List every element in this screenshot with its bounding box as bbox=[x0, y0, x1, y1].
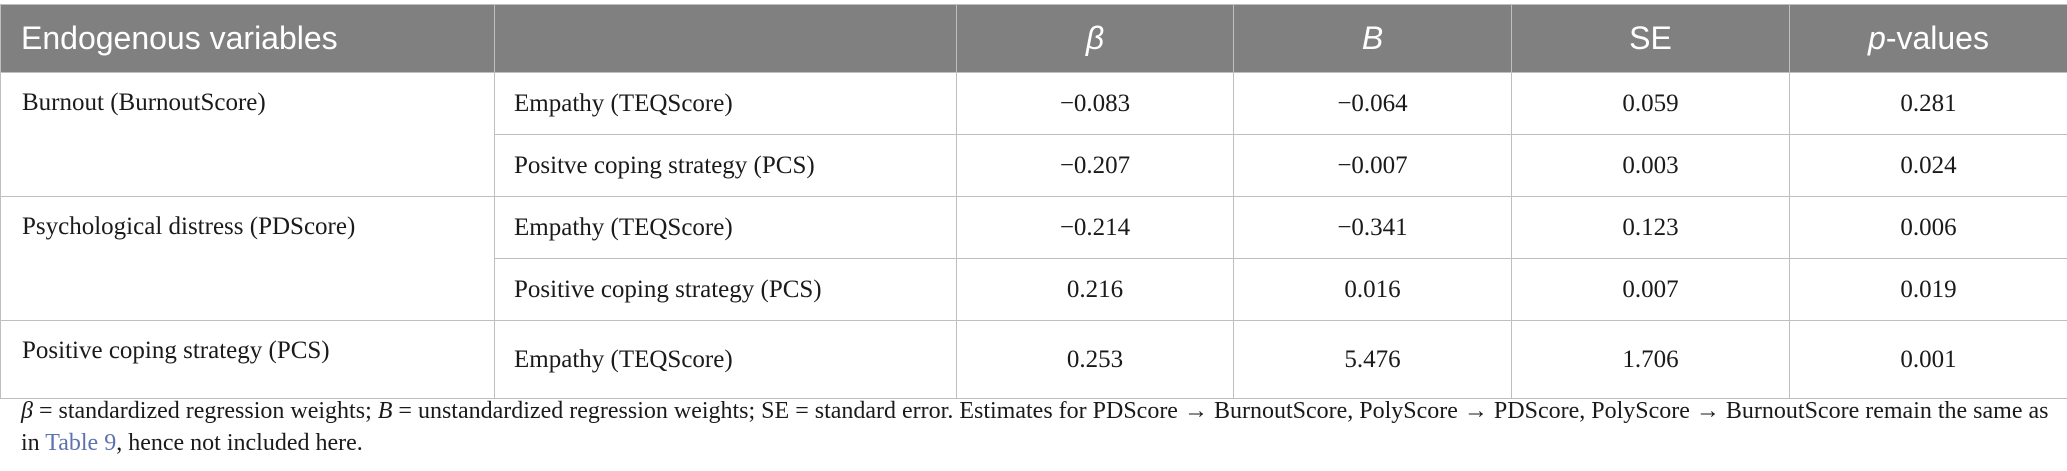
table-header-row: Endogenous variables β B SE p-values bbox=[0, 4, 2067, 73]
header-predictor bbox=[494, 4, 957, 73]
predictor-cell: Positive coping strategy (PCS) bbox=[494, 258, 957, 321]
header-p-values: p-values bbox=[1789, 4, 2067, 73]
predictor-cell: Empathy (TEQScore) bbox=[494, 72, 957, 135]
footnote-beta-symbol: β bbox=[21, 398, 33, 424]
table-row: Burnout (BurnoutScore) Empathy (TEQScore… bbox=[0, 72, 2067, 197]
footnote-tail: , hence not included here. bbox=[116, 430, 363, 456]
header-beta: β bbox=[956, 4, 1234, 73]
beta-cell: −0.207 bbox=[956, 134, 1234, 197]
header-p-symbol: p bbox=[1868, 20, 1886, 56]
footnote-b-definition: = unstandardized regression weights; SE … bbox=[21, 398, 2049, 456]
b-cell: −0.341 bbox=[1233, 196, 1512, 259]
se-cell: 0.003 bbox=[1511, 134, 1790, 197]
se-cell: 0.007 bbox=[1511, 258, 1790, 321]
p-value-cell: 0.006 bbox=[1789, 196, 2067, 259]
footnote-b-symbol: B bbox=[377, 398, 393, 424]
beta-cell: −0.214 bbox=[956, 196, 1234, 259]
p-value-cell: 0.281 bbox=[1789, 72, 2067, 135]
beta-cell: 0.253 bbox=[956, 320, 1234, 399]
table-row: Psychological distress (PDScore) Empathy… bbox=[0, 196, 2067, 321]
endogenous-variable-cell: Positive coping strategy (PCS) bbox=[0, 320, 495, 399]
table-footnote: β = standardized regression weights; B =… bbox=[21, 395, 2051, 459]
table-row: Positive coping strategy (PCS) Empathy (… bbox=[0, 320, 2067, 399]
b-cell: 5.476 bbox=[1233, 320, 1512, 399]
predictor-cell: Positve coping strategy (PCS) bbox=[494, 134, 957, 197]
b-cell: −0.064 bbox=[1233, 72, 1512, 135]
table-row: Positive coping strategy (PCS) 0.216 0.0… bbox=[1, 258, 2067, 321]
p-value-cell: 0.024 bbox=[1789, 134, 2067, 197]
predictor-cell: Empathy (TEQScore) bbox=[494, 196, 957, 259]
p-value-cell: 0.001 bbox=[1789, 320, 2067, 399]
regression-estimates-table: Endogenous variables β B SE p-values Bur… bbox=[0, 4, 2067, 399]
header-se: SE bbox=[1511, 4, 1790, 73]
header-b-symbol: B bbox=[1361, 20, 1384, 56]
b-cell: −0.007 bbox=[1233, 134, 1512, 197]
header-b: B bbox=[1233, 4, 1512, 73]
b-cell: 0.016 bbox=[1233, 258, 1512, 321]
header-endogenous-variables: Endogenous variables bbox=[0, 4, 495, 73]
se-cell: 0.059 bbox=[1511, 72, 1790, 135]
endogenous-variable-cell: Burnout (BurnoutScore) bbox=[0, 72, 495, 197]
p-value-cell: 0.019 bbox=[1789, 258, 2067, 321]
predictor-cell: Empathy (TEQScore) bbox=[494, 320, 957, 399]
endogenous-variable-cell: Psychological distress (PDScore) bbox=[0, 196, 495, 321]
se-cell: 1.706 bbox=[1511, 320, 1790, 399]
beta-cell: −0.083 bbox=[956, 72, 1234, 135]
regression-table-container: Endogenous variables β B SE p-values Bur… bbox=[0, 4, 2067, 399]
header-p-suffix: -values bbox=[1885, 20, 1989, 56]
header-beta-symbol: β bbox=[1085, 20, 1105, 56]
beta-cell: 0.216 bbox=[956, 258, 1234, 321]
table-9-link[interactable]: Table 9 bbox=[45, 430, 117, 456]
se-cell: 0.123 bbox=[1511, 196, 1790, 259]
footnote-beta-definition: = standardized regression weights; bbox=[32, 398, 378, 424]
